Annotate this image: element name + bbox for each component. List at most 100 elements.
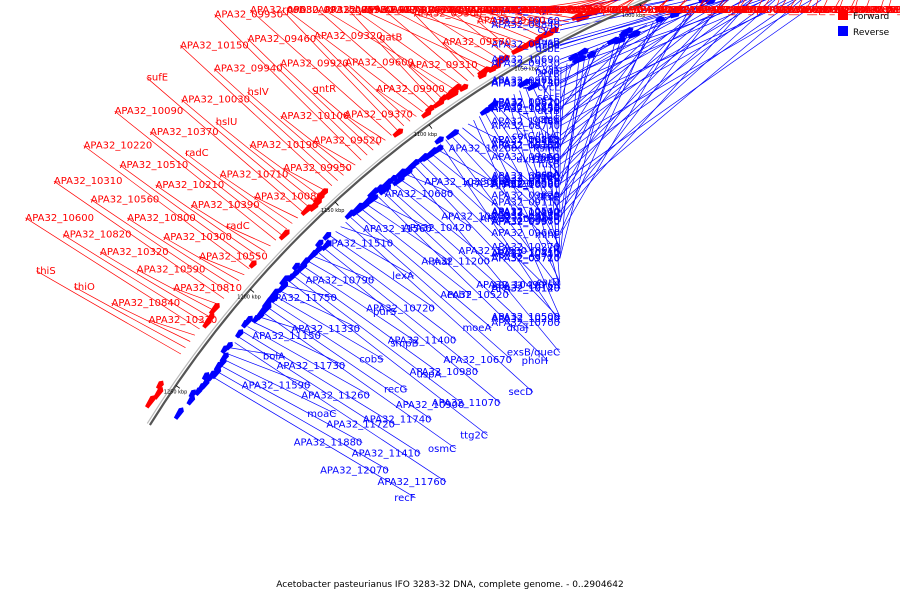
forward-label-line — [219, 174, 293, 224]
genome-caption: Acetobacter pasteurianus IFO 3283-32 DNA… — [276, 580, 624, 590]
forward-gene-label: APA32_10510 — [120, 160, 189, 171]
forward-gene-label: emrB/qacA — [512, 5, 567, 16]
forward-label-line — [442, 9, 556, 30]
forward-gene-label: APA32_08700 — [699, 5, 768, 16]
forward-label-line — [525, 0, 595, 11]
reverse-label-line — [238, 336, 421, 454]
backbone-shadow-arc — [146, 0, 644, 424]
forward-label-line — [621, 0, 635, 11]
forward-label-line — [391, 9, 495, 65]
forward-gene-label: APA32_08360 — [834, 5, 900, 16]
reverse-label-line — [396, 176, 472, 229]
reverse-gene-label: fusB — [538, 159, 560, 170]
reverse-label-line — [283, 284, 337, 299]
forward-label-line — [226, 225, 271, 247]
forward-gene-label: gntR — [313, 84, 337, 95]
forward-gene-label: APA32_09370 — [344, 109, 413, 120]
forward-label-line — [155, 184, 261, 258]
forward-label-line — [457, 9, 535, 41]
reverse-label-line — [350, 217, 513, 361]
forward-gene-label: APA32_08690 — [780, 5, 849, 16]
forward-gene-label: hap — [806, 5, 825, 16]
reverse-gene-label: APA32_10200 — [441, 212, 510, 223]
forward-gene-label: APA32_09130 — [633, 5, 702, 16]
reverse-gene-label: ttg2C — [460, 430, 488, 441]
reverse-gene-label: osmC — [428, 444, 456, 455]
reverse-label-line — [278, 289, 361, 330]
reverse-gene-label: APA32_09150 — [491, 212, 560, 223]
forward-label-line — [249, 144, 321, 197]
reverse-label-line — [559, 0, 725, 213]
reverse-gene-label: APA32_11560 — [363, 224, 432, 235]
forward-label-line — [119, 164, 255, 264]
reverse-label-line — [335, 231, 414, 277]
forward-gene-label: APA32_10550 — [199, 252, 268, 263]
reverse-gene-mark — [395, 168, 407, 178]
reverse-gene-label: recF — [394, 493, 416, 504]
reverse-gene-label: APA32_11760 — [377, 477, 446, 488]
reverse-label-line — [473, 119, 561, 318]
forward-label-line — [614, 0, 633, 11]
forward-label-line — [469, 9, 562, 26]
legend: Forward Reverse — [838, 10, 890, 38]
reverse-gene-label: APA32_10980 — [409, 367, 478, 378]
forward-gene-label: hslU — [216, 117, 238, 128]
forward-gene-label: APA32_09020 — [615, 5, 684, 16]
forward-gene-label: APA32_08910 — [696, 5, 765, 16]
reverse-gene-label: APA32_09830 — [491, 59, 560, 70]
reverse-label-line — [330, 235, 435, 309]
forward-label-line — [281, 9, 398, 131]
forward-gene-label: APA32_09590 — [318, 5, 387, 16]
forward-label-line — [73, 286, 186, 349]
reverse-label-line — [370, 198, 432, 230]
reverse-label-line — [559, 0, 812, 146]
forward-label-line — [214, 14, 362, 161]
forward-label-line — [348, 9, 436, 104]
forward-label-line — [53, 180, 225, 299]
reverse-label-line — [462, 127, 533, 185]
reverse-gene-mark — [277, 281, 289, 294]
forward-gene-label: APA32_10560 — [91, 194, 160, 205]
forward-label-line — [522, 9, 576, 19]
scale-tick-label: 1250 kbp — [164, 389, 188, 395]
reverse-label-line — [230, 347, 286, 357]
reverse-label-line — [423, 155, 528, 252]
scale-tick-mark — [428, 124, 433, 129]
forward-gene-label: APA32_09600 — [345, 57, 414, 68]
forward-label-line — [636, 0, 650, 11]
forward-gene-mark — [278, 229, 290, 241]
reverse-gene-label: yjgPQ — [531, 172, 560, 183]
forward-gene-label: APA32_09520 — [313, 136, 382, 147]
forward-gene-label: APA32_09300 — [414, 8, 483, 19]
reverse-gene-mark — [220, 345, 229, 355]
forward-label-line — [401, 9, 521, 49]
reverse-gene-label: APA32_10360 — [491, 180, 560, 191]
reverse-label-line — [559, 0, 776, 196]
reverse-label-line — [559, 0, 693, 31]
forward-gene-label: hslV — [248, 87, 269, 98]
reverse-gene-mark — [241, 319, 250, 329]
reverse-gene-label: APA32_10790 — [306, 275, 375, 286]
forward-gene-label: APA32_09950 — [283, 163, 352, 174]
forward-gene-label: APA32_10330 — [149, 315, 218, 326]
reverse-gene-label: APA32_11400 — [388, 335, 457, 346]
forward-gene-label: APA32_08330 — [888, 5, 900, 16]
forward-gene-label: APA32_10800 — [127, 213, 196, 224]
forward-gene-label: APA32_10300 — [163, 232, 232, 243]
forward-label-line — [313, 35, 405, 127]
reverse-label-line — [407, 168, 561, 353]
reverse-gene-mark — [201, 372, 210, 381]
scale-tick-label: 1000 kbp — [622, 13, 646, 19]
reverse-gene-label: APA32_11880 — [294, 437, 363, 448]
reverse-gene-label: APA32_09160 — [491, 16, 560, 27]
forward-label-line — [512, 9, 549, 34]
reverse-gene-mark — [251, 314, 260, 324]
forward-label-line — [591, 0, 616, 11]
forward-gene-label: APA32_08490 — [850, 5, 900, 16]
forward-label-line — [199, 256, 245, 276]
forward-label-line — [312, 88, 380, 146]
forward-label-line — [83, 145, 250, 270]
reverse-gene-label: APA32_09060 — [491, 152, 560, 163]
scale-tick-mark — [334, 201, 339, 206]
reverse-gene-label: APA32_10900 — [396, 400, 465, 411]
